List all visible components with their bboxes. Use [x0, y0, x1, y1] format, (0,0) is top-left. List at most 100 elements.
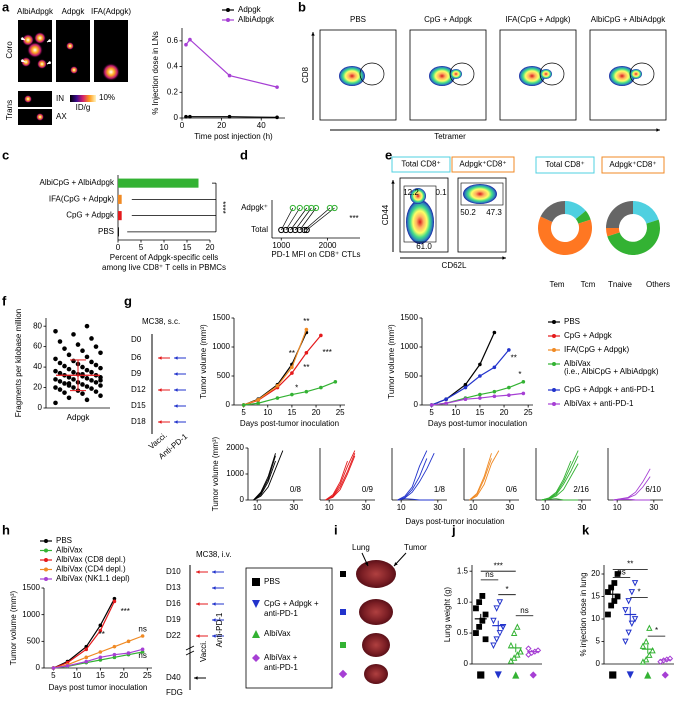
data-point	[473, 605, 479, 612]
y-axis-label: Tumor volume (mm³)	[211, 436, 220, 511]
colorbar-label: 10%	[99, 93, 115, 102]
data-point	[66, 366, 72, 372]
data-point	[126, 639, 131, 644]
title-box	[601, 156, 665, 174]
panel-letter: d	[240, 147, 248, 162]
data-point	[482, 611, 489, 618]
data-point	[93, 389, 99, 394]
x-tick-label: 2000	[319, 241, 337, 250]
pie-slice	[540, 200, 565, 223]
gate	[449, 62, 475, 86]
data-point	[628, 620, 636, 628]
data-point	[140, 647, 145, 652]
pair-line	[285, 207, 301, 231]
schedule-day: D22	[166, 631, 181, 640]
x-axis-label: Days post-tumor inoculation	[405, 517, 504, 526]
panel-letter: h	[2, 522, 10, 537]
legend-marker	[44, 558, 48, 562]
schedule-day: D19	[166, 615, 181, 624]
annotation: 6/10	[645, 485, 661, 494]
lung-photo	[362, 633, 390, 657]
y-tick-label: 0	[226, 400, 231, 409]
data-point	[493, 605, 500, 612]
y-tick-label: 60	[33, 342, 42, 351]
legend-marker	[552, 348, 556, 352]
data-point	[331, 204, 338, 212]
series-line	[541, 463, 579, 501]
annotation: **	[627, 560, 633, 569]
bar	[118, 227, 119, 237]
arrow-head	[311, 32, 315, 36]
series-line	[253, 450, 284, 501]
pie-slice	[607, 219, 661, 256]
legend-marker	[44, 539, 48, 543]
gate-box	[391, 156, 451, 173]
data-point	[89, 359, 94, 365]
x-tick-label: 10	[469, 503, 478, 512]
data-point	[646, 651, 653, 658]
y-tick-label: 0	[36, 663, 41, 672]
data-point	[303, 226, 310, 234]
annotation: **	[99, 630, 105, 639]
arrow-head	[174, 372, 178, 376]
arrow-head	[47, 38, 51, 42]
data-point	[89, 369, 94, 375]
data-point	[188, 114, 192, 119]
flow-frame	[319, 29, 397, 121]
x-tick-label: 10	[397, 503, 406, 512]
row-label: Trans	[5, 100, 14, 120]
flow-blob	[609, 66, 635, 86]
data-point	[525, 645, 532, 652]
pie-title: Total CD8⁺	[545, 160, 584, 169]
legend-label: Tcm	[581, 280, 596, 289]
y-tick-label: 15	[591, 592, 600, 601]
image-title: Adpgk	[62, 7, 86, 16]
data-point	[126, 651, 131, 655]
data-point	[319, 385, 323, 390]
y-tick-label: 0.2	[167, 87, 179, 96]
data-point	[622, 638, 629, 646]
x-tick-label: 20	[119, 671, 128, 680]
bar	[118, 178, 199, 188]
data-point	[463, 397, 468, 402]
data-point	[89, 386, 94, 391]
series-line	[325, 460, 348, 501]
legend-marker	[552, 362, 556, 366]
data-point	[84, 647, 89, 652]
y-tick-label: 0	[464, 659, 469, 668]
data-point	[53, 356, 58, 362]
y-tick-label: 1000	[400, 342, 418, 351]
group-marker	[494, 671, 502, 679]
series-line	[325, 455, 356, 501]
lung-photo	[356, 560, 396, 588]
flow-blob	[410, 188, 426, 204]
data-point	[275, 384, 280, 388]
group-marker	[626, 671, 634, 679]
data-point	[289, 204, 296, 212]
data-point	[275, 396, 280, 400]
x-tick-label: 30	[433, 503, 442, 512]
data-point	[112, 596, 117, 601]
legend-marker	[252, 654, 260, 662]
annotation: **	[303, 317, 309, 326]
data-point	[514, 651, 521, 658]
data-point	[84, 323, 90, 329]
x-axis-label: Percent of Adpgk-specific cells	[110, 253, 219, 262]
annotation: *	[655, 626, 658, 635]
image-spot	[27, 42, 43, 58]
data-point	[98, 393, 103, 399]
annotation: ns	[138, 625, 146, 634]
image-spot	[102, 63, 120, 81]
photo-label: Lung	[352, 543, 370, 552]
annotation: ns	[138, 651, 146, 660]
x-tick-label: 10	[160, 243, 169, 252]
data-point	[241, 403, 246, 407]
data-point	[93, 344, 99, 349]
series-line	[469, 450, 500, 501]
data-point	[303, 204, 310, 212]
arrow-head	[212, 570, 216, 574]
gate	[629, 62, 655, 86]
data-point	[605, 611, 611, 618]
data-point	[492, 330, 497, 335]
x-tick-label: 0	[180, 121, 185, 130]
